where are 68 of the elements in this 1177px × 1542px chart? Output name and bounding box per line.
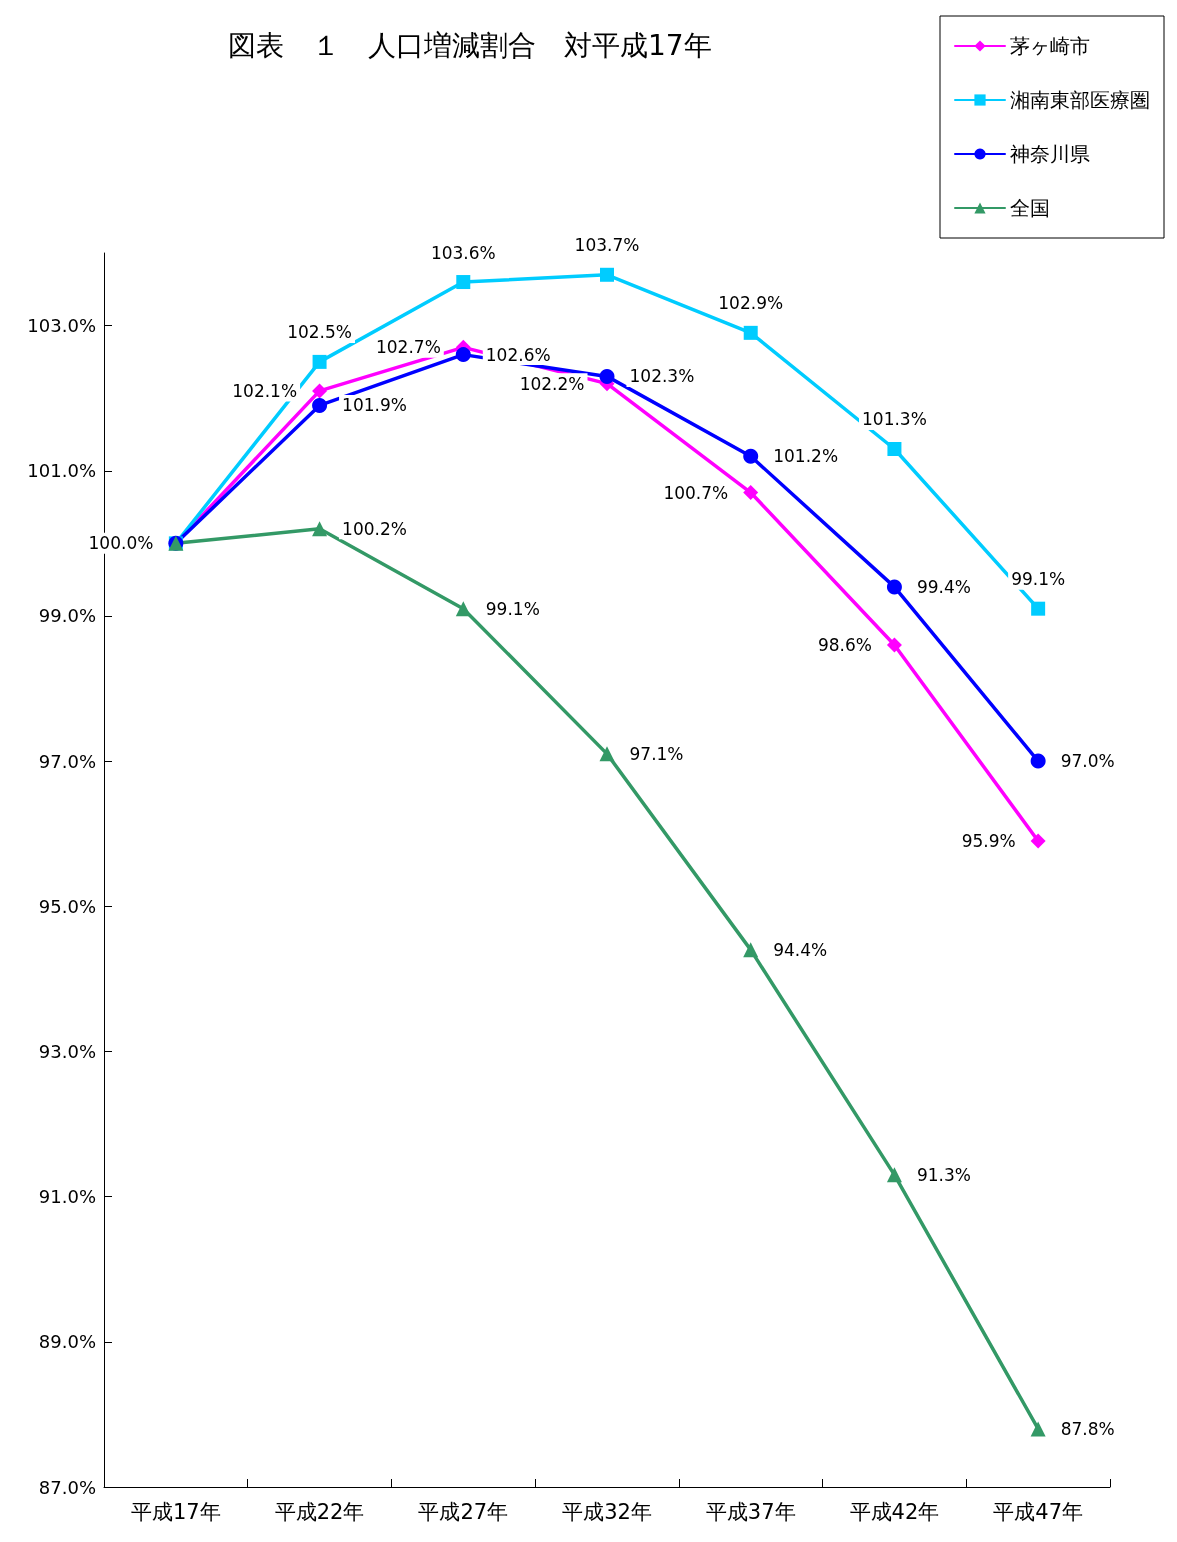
chart-title: 図表 １ 人口増減割合 対平成17年: [228, 28, 712, 62]
point: [599, 368, 615, 384]
x-tick-label: 平成17年: [130, 1499, 221, 1524]
data-label: 94.4%: [773, 939, 828, 960]
point: [887, 441, 902, 456]
data-label: 100.0%: [88, 533, 154, 554]
data-label: 100.7%: [663, 482, 729, 503]
point: [1031, 601, 1046, 616]
point: [743, 448, 759, 464]
data-label: 102.1%: [232, 380, 298, 401]
point: [312, 383, 328, 399]
y-tick-label: 99.0%: [38, 605, 96, 627]
y-tick-label: 87.0%: [38, 1476, 96, 1498]
point: [743, 325, 758, 340]
point: [886, 637, 902, 653]
legend-label: 湘南東部医療圏: [1010, 88, 1150, 112]
x-tick-label: 平成32年: [562, 1499, 652, 1524]
point: [312, 354, 327, 369]
data-label: 103.6%: [430, 242, 496, 263]
data-label: 102.3%: [629, 366, 695, 387]
data-label: 102.6%: [485, 344, 551, 365]
x-tick-label: 平成42年: [849, 1499, 940, 1524]
legend-label: 全国: [1010, 196, 1050, 220]
data-label: 87.8%: [1060, 1418, 1115, 1439]
point: [886, 1167, 902, 1183]
point: [1030, 1421, 1046, 1437]
data-label: 100.2%: [342, 518, 407, 539]
point: [455, 347, 471, 363]
y-tick-label: 91.0%: [38, 1186, 96, 1208]
point: [743, 485, 759, 501]
x-tick-label: 平成22年: [274, 1499, 365, 1524]
data-label: 91.3%: [916, 1164, 971, 1185]
point: [1030, 833, 1046, 849]
data-label: 103.7%: [574, 235, 640, 256]
point: [312, 397, 328, 413]
point: [456, 275, 471, 290]
legend-label: 茅ヶ崎市: [1010, 34, 1090, 58]
y-tick-label: 93.0%: [38, 1040, 96, 1062]
x-tick-label: 平成47年: [993, 1499, 1084, 1524]
data-label: 102.5%: [287, 322, 352, 343]
point: [743, 942, 759, 958]
data-label: 98.6%: [817, 634, 872, 655]
data-label: 102.7%: [375, 337, 441, 358]
y-tick-label: 103.0%: [27, 315, 96, 337]
data-label: 99.1%: [1011, 569, 1066, 590]
y-tick-label: 89.0%: [38, 1331, 96, 1353]
point: [599, 746, 615, 762]
data-label: 101.2%: [773, 446, 839, 467]
data-label: 97.0%: [1060, 751, 1115, 772]
data-label: 99.1%: [485, 598, 540, 619]
legend-label: 神奈川県: [1010, 142, 1090, 166]
x-tick-label: 平成27年: [418, 1499, 509, 1524]
x-tick-label: 平成37年: [705, 1499, 796, 1524]
point: [312, 521, 328, 537]
point: [886, 579, 902, 595]
y-tick-label: 101.0%: [27, 460, 96, 482]
data-label: 95.9%: [961, 830, 1016, 851]
data-label: 101.9%: [342, 395, 407, 416]
data-label: 102.2%: [519, 373, 585, 394]
y-tick-label: 97.0%: [38, 750, 96, 772]
data-label: 101.3%: [862, 409, 927, 430]
data-label: 97.1%: [629, 743, 684, 764]
y-tick-label: 95.0%: [38, 895, 96, 917]
data-label: 102.9%: [718, 293, 784, 314]
point: [1030, 753, 1046, 769]
data-label: 99.4%: [916, 576, 971, 597]
point: [600, 267, 614, 282]
point: [455, 601, 471, 617]
